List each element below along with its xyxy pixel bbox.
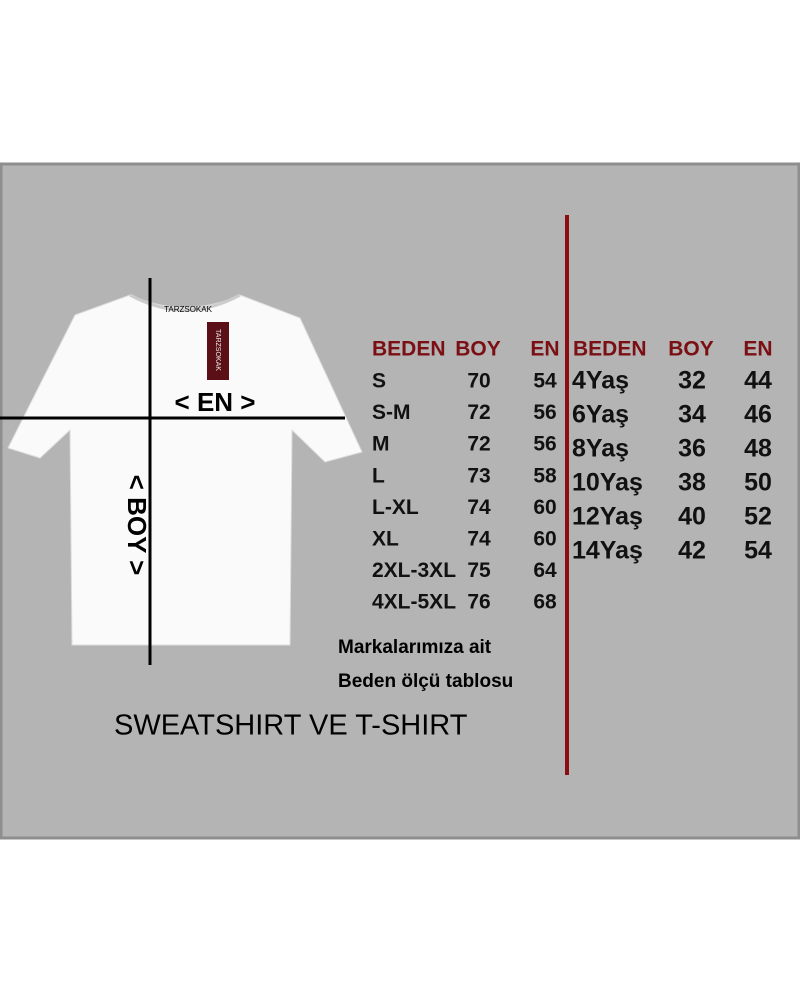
table-cell: 54 [533,370,557,393]
header-cell: BOY [455,338,501,361]
table-cell: 40 [678,503,706,531]
table-cell: 12Yaş [572,503,643,531]
header-cell: BEDEN [372,338,446,361]
table-cell: 56 [533,433,556,456]
table-cell: 52 [744,503,772,531]
table-cell: 58 [533,464,557,487]
table-cell: L [372,464,385,487]
table-cell: 60 [533,496,556,519]
table-cell: 74 [467,496,491,519]
boy-label: < BOY > [122,475,152,576]
table-cell: 76 [467,591,490,614]
table-cell: 74 [467,528,491,551]
table-cell: 68 [533,591,557,614]
table-cell: 70 [467,370,490,393]
table-cell: S-M [372,401,411,424]
table-cell: 6Yaş [572,401,629,429]
table-cell: 60 [533,528,556,551]
table-cell: 48 [744,435,772,463]
table-cell: 64 [533,559,557,582]
table-cell: 4XL-5XL [372,591,456,614]
table-cell: 46 [744,401,772,429]
header-cell: BEDEN [573,338,647,361]
label [207,322,229,380]
table-cell: 36 [678,435,706,463]
note-line: Beden ölçü tablosu [338,671,513,692]
en-label: < EN > [175,387,256,417]
table-cell: 75 [467,559,491,582]
brand-tag: TARZSOKAK [164,305,213,314]
table-cell: 50 [744,469,772,497]
table-cell: 4Yaş [572,367,629,395]
table-cell: 72 [467,401,490,424]
table-cell: 14Yaş [572,537,643,565]
table-cell: 34 [678,401,706,429]
table-cell: 42 [678,537,706,565]
table-cell: L-XL [372,496,419,519]
collar [129,293,241,312]
table-cell: 10Yaş [572,469,643,497]
label-text: TARZSOKAK [214,329,221,371]
table-cell: 38 [678,469,706,497]
table-cell: S [372,370,386,393]
table-cell: 8Yaş [572,435,629,463]
header-cell: EN [530,338,559,361]
table-cell: 73 [467,464,490,487]
table-cell: 54 [744,537,772,565]
table-cell: M [372,433,390,456]
table-cell: 72 [467,433,490,456]
table-cell: 2XL-3XL [372,559,456,582]
table-cell: XL [372,528,399,551]
table-cell: 44 [744,367,772,395]
note-line: Markalarımıza ait [338,637,492,658]
table-cell: 32 [678,367,706,395]
table-cell: 56 [533,401,556,424]
footer: SWEATSHIRT VE T-SHIRT [114,710,468,742]
header-cell: EN [743,338,772,361]
header-cell: BOY [668,338,714,361]
